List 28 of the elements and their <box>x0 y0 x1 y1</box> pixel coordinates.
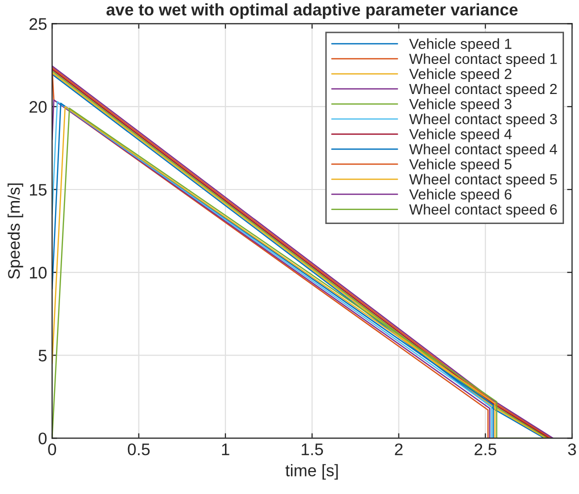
legend-label: Vehicle speed 1 <box>409 38 512 52</box>
chart-title: ave to wet with optimal adaptive parameter variance <box>106 3 518 19</box>
y-tick-label: 20 <box>30 101 47 113</box>
x-tick-label: 1.5 <box>302 444 323 456</box>
x-tick-label: 0.5 <box>128 443 150 456</box>
legend-label: Vehicle speed 2 <box>409 68 512 82</box>
legend-label: Vehicle speed 3 <box>409 98 512 112</box>
legend-label: Vehicle speed 5 <box>409 158 512 172</box>
y-tick-label: 0 <box>38 432 47 444</box>
legend-label: Wheel contact speed 1 <box>409 53 557 67</box>
x-tick-label: 2.5 <box>474 443 496 456</box>
legend-label: Wheel contact speed 5 <box>409 174 557 188</box>
y-tick-label: 10 <box>30 266 47 279</box>
x-tick-label: 2 <box>394 443 403 456</box>
y-tick-label: 25 <box>30 18 47 30</box>
x-tick-label: 0 <box>48 443 56 456</box>
y-tick-label: 15 <box>30 184 47 196</box>
y-tick-label: 5 <box>38 350 47 362</box>
legend-label: Vehicle speed 6 <box>409 188 512 202</box>
legend-label: Wheel contact speed 6 <box>409 204 557 218</box>
x-axis-title: time [s] <box>285 464 338 480</box>
y-axis-title: Speeds [m/s] <box>8 183 24 279</box>
legend-label: Wheel contact speed 3 <box>409 114 557 128</box>
x-tick-label: 3 <box>568 443 576 456</box>
legend-label: Wheel contact speed 4 <box>409 144 558 158</box>
x-tick-label: 1 <box>222 444 230 456</box>
legend-label: Vehicle speed 4 <box>409 128 512 142</box>
legend-label: Wheel contact speed 2 <box>409 83 557 98</box>
